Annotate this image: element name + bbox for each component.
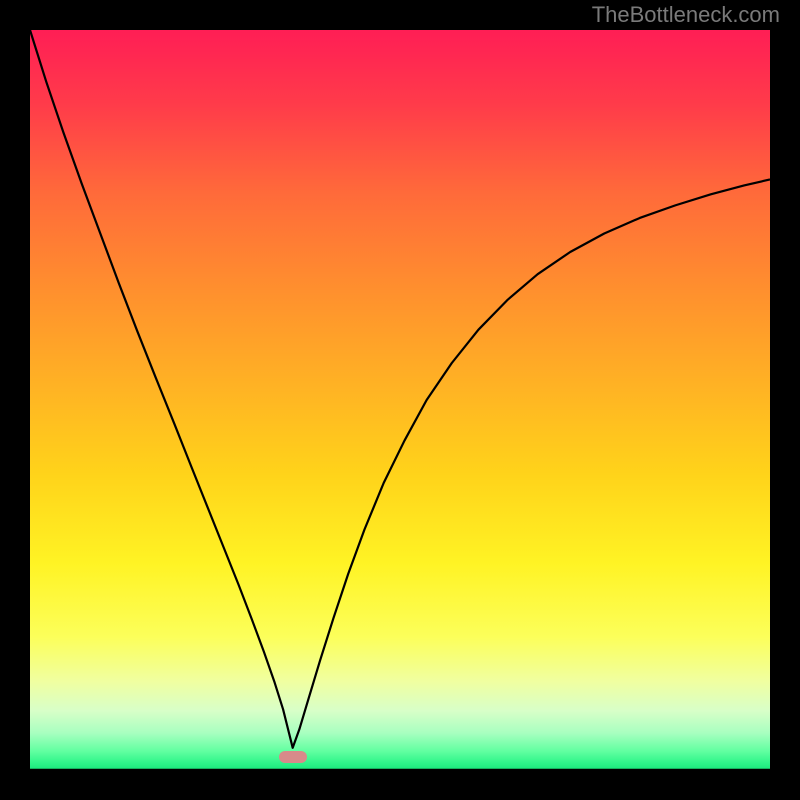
plot-gradient-background (30, 30, 770, 770)
figure-container: TheBottleneck.com (0, 0, 800, 800)
watermark-text: TheBottleneck.com (592, 2, 780, 28)
